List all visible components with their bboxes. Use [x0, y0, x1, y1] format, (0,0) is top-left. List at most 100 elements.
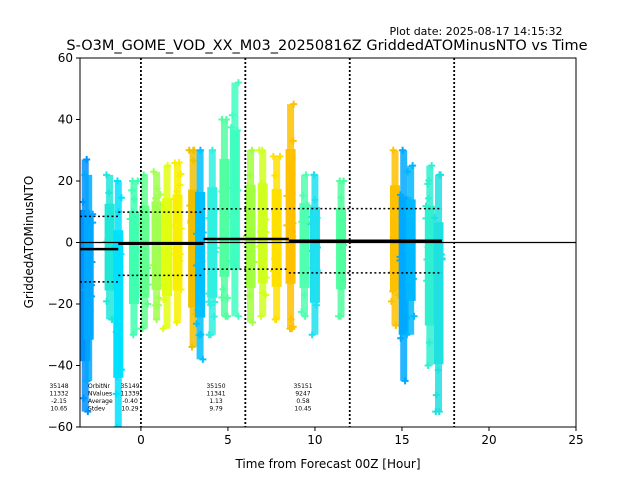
data-point [311, 196, 319, 204]
strip-range [287, 104, 295, 329]
data-point [389, 287, 397, 295]
data-point [272, 315, 280, 323]
data-point [271, 200, 279, 208]
data-point [129, 286, 137, 294]
data-point [246, 292, 254, 300]
data-point [290, 100, 298, 108]
data-point [302, 280, 310, 288]
reference-lines [80, 58, 576, 427]
data-point [249, 318, 257, 326]
stats-header-label: NValues [88, 391, 112, 398]
y-tick-label: 20 [58, 174, 73, 188]
data-point [233, 127, 241, 135]
x-tick-label: 10 [307, 433, 322, 447]
strip-range [130, 181, 138, 335]
data-point [232, 140, 240, 148]
data-point [103, 171, 111, 179]
data-point [405, 262, 413, 270]
data-point [88, 292, 96, 300]
strip-range [311, 174, 319, 335]
data-point [392, 231, 400, 239]
data-point [338, 252, 346, 260]
data-point [194, 252, 202, 260]
data-point [410, 312, 418, 320]
data-point [257, 312, 265, 320]
data-point [286, 277, 294, 285]
data-point [106, 257, 114, 265]
data-point [199, 355, 207, 363]
data-point [173, 318, 181, 326]
data-point [211, 298, 219, 306]
data-point [437, 171, 445, 179]
data-point [262, 274, 270, 282]
data-point [308, 331, 316, 339]
data-point [405, 277, 413, 285]
data-point [149, 261, 157, 269]
data-point [107, 211, 115, 219]
data-point [434, 366, 442, 374]
data-point [271, 255, 279, 263]
data-point [115, 263, 123, 271]
orbit-stat-value: 11341 [206, 391, 225, 398]
data-point [390, 211, 398, 219]
data-point [176, 250, 184, 258]
data-point [164, 162, 172, 170]
data-point [246, 171, 254, 179]
data-point [153, 247, 161, 255]
data-point [248, 221, 256, 229]
data-point [303, 264, 311, 272]
data-point [172, 218, 180, 226]
data-point [288, 325, 296, 333]
data-point [424, 362, 432, 369]
data-point [301, 251, 309, 259]
data-point [209, 270, 217, 278]
data-strip-17 [283, 100, 298, 333]
data-point [396, 253, 404, 261]
data-point [300, 257, 308, 265]
chart-title: S-O3M_GOME_VOD_XX_M03_20250816Z GriddedA… [66, 38, 587, 54]
data-point [423, 255, 431, 263]
data-point [227, 210, 235, 218]
data-point [437, 251, 445, 259]
data-point [211, 248, 219, 256]
data-point [177, 170, 185, 178]
data-point [105, 189, 113, 197]
data-point [234, 312, 242, 320]
data-point [403, 331, 411, 339]
data-point [228, 111, 236, 119]
data-point [269, 152, 277, 160]
data-point [398, 213, 406, 221]
data-strip-12 [217, 116, 232, 320]
plot-date: Plot date: 2025-08-17 14:15:32 [389, 25, 562, 38]
data-point [171, 195, 179, 203]
data-point [128, 186, 136, 194]
data-point [126, 215, 134, 223]
strip-range [400, 150, 408, 381]
data-point [404, 208, 412, 216]
data-point [404, 246, 412, 254]
data-point [83, 377, 91, 385]
y-tick-label: 60 [58, 51, 73, 65]
data-point [288, 181, 296, 189]
data-point [188, 197, 196, 205]
y-axis-ticks: 60 40 20 0 −20 −40 −60 [48, 51, 80, 434]
data-point [176, 181, 184, 189]
data-point [139, 325, 147, 333]
data-point [312, 221, 320, 229]
orbit-stat-value: 0.58 [296, 398, 310, 405]
orbit-stat-value: -2.15 [51, 398, 67, 405]
data-point [224, 294, 232, 302]
data-point [222, 116, 230, 123]
data-point [435, 408, 443, 416]
data-point [302, 171, 310, 179]
data-point [337, 194, 345, 202]
strip-range [435, 174, 443, 412]
data-point [392, 225, 400, 233]
data-point [390, 259, 398, 267]
data-point [404, 168, 412, 176]
data-point [434, 283, 442, 291]
data-point [131, 264, 139, 272]
data-point [230, 215, 238, 223]
